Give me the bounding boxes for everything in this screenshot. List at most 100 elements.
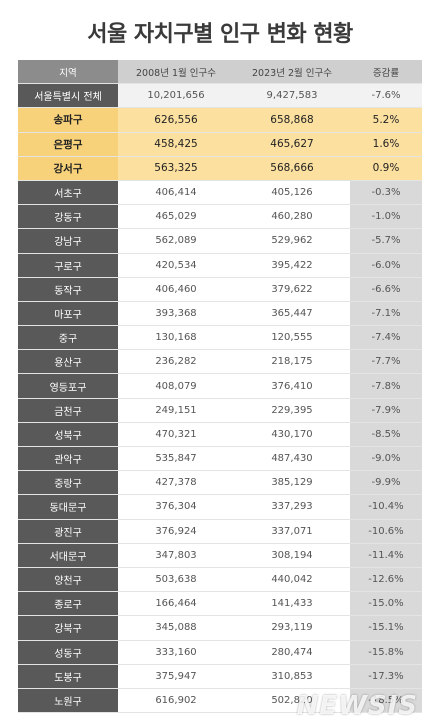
table-row: 성동구 333,160 280,474 -15.8% xyxy=(18,640,422,665)
population-2008-cell: 562,089 xyxy=(118,228,234,254)
population-2023-cell: 310,853 xyxy=(234,664,350,689)
change-rate-cell: -15.8% xyxy=(350,640,422,665)
region-cell: 강동구 xyxy=(18,204,118,230)
region-cell: 광진구 xyxy=(18,519,118,544)
population-2023-cell: 308,194 xyxy=(234,543,350,568)
change-rate-cell: -18.5% xyxy=(350,688,422,714)
table-row: 강동구 465,029 460,280 -1.0% xyxy=(18,204,422,230)
table-row: 강북구 345,088 293,119 -15.1% xyxy=(18,615,422,641)
table-row: 은평구 458,425 465,627 1.6% xyxy=(18,132,422,157)
region-cell: 관악구 xyxy=(18,446,118,472)
population-2023-cell: 568,666 xyxy=(234,156,350,181)
change-rate-cell: -6.0% xyxy=(350,253,422,278)
change-rate-cell: -7.7% xyxy=(350,349,422,375)
population-2023-cell: 405,126 xyxy=(234,180,350,206)
population-2008-cell: 333,160 xyxy=(118,640,234,665)
population-2023-cell: 293,119 xyxy=(234,615,350,641)
table-row: 노원구 616,902 502,820 -18.5% xyxy=(18,688,422,714)
population-2008-cell: 376,304 xyxy=(118,494,234,520)
table-row: 종로구 166,464 141,433 -15.0% xyxy=(18,591,422,617)
table-row: 광진구 376,924 337,071 -10.6% xyxy=(18,519,422,544)
table-row: 마포구 393,368 365,447 -7.1% xyxy=(18,301,422,327)
population-2008-cell: 345,088 xyxy=(118,615,234,641)
population-2008-cell: 166,464 xyxy=(118,591,234,617)
table-row: 동대문구 376,304 337,293 -10.4% xyxy=(18,494,422,520)
table-row: 송파구 626,556 658,868 5.2% xyxy=(18,107,422,133)
table-row: 강남구 562,089 529,962 -5.7% xyxy=(18,228,422,254)
population-table: 지역 2008년 1월 인구수 2023년 2월 인구수 증감률 서울특별시 전… xyxy=(18,60,422,714)
population-2008-cell: 249,151 xyxy=(118,398,234,423)
population-2008-cell: 10,201,656 xyxy=(118,83,234,109)
table-row: 성북구 470,321 430,170 -8.5% xyxy=(18,422,422,448)
table-row: 금천구 249,151 229,395 -7.9% xyxy=(18,398,422,423)
change-rate-cell: 5.2% xyxy=(350,107,422,133)
population-2008-cell: 408,079 xyxy=(118,373,234,399)
change-rate-cell: -15.0% xyxy=(350,591,422,617)
population-2023-cell: 376,410 xyxy=(234,373,350,399)
region-cell: 양천구 xyxy=(18,567,118,593)
region-cell: 성동구 xyxy=(18,640,118,665)
table-row: 중랑구 427,378 385,129 -9.9% xyxy=(18,470,422,496)
region-cell: 강북구 xyxy=(18,615,118,641)
change-rate-cell: -10.4% xyxy=(350,494,422,520)
region-cell: 마포구 xyxy=(18,301,118,327)
table-row: 도봉구 375,947 310,853 -17.3% xyxy=(18,664,422,689)
region-cell: 서대문구 xyxy=(18,543,118,568)
region-cell: 성북구 xyxy=(18,422,118,448)
region-cell: 도봉구 xyxy=(18,664,118,689)
table-row: 영등포구 408,079 376,410 -7.8% xyxy=(18,373,422,399)
page-title: 서울 자치구별 인구 변화 현황 xyxy=(87,22,353,47)
table-row: 서대문구 347,803 308,194 -11.4% xyxy=(18,543,422,568)
table-header-row: 지역 2008년 1월 인구수 2023년 2월 인구수 증감률 xyxy=(18,60,422,85)
change-rate-cell: -1.0% xyxy=(350,204,422,230)
population-2023-cell: 460,280 xyxy=(234,204,350,230)
region-cell: 용산구 xyxy=(18,349,118,375)
change-rate-cell: -17.3% xyxy=(350,664,422,689)
population-2008-cell: 427,378 xyxy=(118,470,234,496)
change-rate-cell: -9.9% xyxy=(350,470,422,496)
population-2008-cell: 375,947 xyxy=(118,664,234,689)
region-cell: 은평구 xyxy=(18,132,118,157)
newsis-watermark-logo: NEWSIS xyxy=(296,691,418,721)
change-rate-cell: -6.6% xyxy=(350,277,422,302)
change-rate-cell: -5.7% xyxy=(350,228,422,254)
population-2023-cell: 502,820 xyxy=(234,688,350,714)
population-2008-cell: 465,029 xyxy=(118,204,234,230)
header-2023: 2023년 2월 인구수 xyxy=(234,60,350,85)
table-row: 양천구 503,638 440,042 -12.6% xyxy=(18,567,422,593)
region-cell: 종로구 xyxy=(18,591,118,617)
change-rate-cell: -7.4% xyxy=(350,325,422,351)
population-2023-cell: 9,427,583 xyxy=(234,83,350,109)
table-row: 동작구 406,460 379,622 -6.6% xyxy=(18,277,422,302)
population-2023-cell: 465,627 xyxy=(234,132,350,157)
change-rate-cell: -7.6% xyxy=(350,83,422,109)
population-2023-cell: 395,422 xyxy=(234,253,350,278)
population-2023-cell: 337,071 xyxy=(234,519,350,544)
population-2023-cell: 379,622 xyxy=(234,277,350,302)
change-rate-cell: -10.6% xyxy=(350,519,422,544)
population-2023-cell: 440,042 xyxy=(234,567,350,593)
change-rate-cell: -7.9% xyxy=(350,398,422,423)
region-cell: 중랑구 xyxy=(18,470,118,496)
change-rate-cell: -7.1% xyxy=(350,301,422,327)
header-rate: 증감률 xyxy=(350,60,422,85)
table-row: 구로구 420,534 395,422 -6.0% xyxy=(18,253,422,278)
change-rate-cell: -8.5% xyxy=(350,422,422,448)
population-2008-cell: 236,282 xyxy=(118,349,234,375)
population-2008-cell: 535,847 xyxy=(118,446,234,472)
population-2008-cell: 376,924 xyxy=(118,519,234,544)
population-2008-cell: 458,425 xyxy=(118,132,234,157)
population-2008-cell: 130,168 xyxy=(118,325,234,351)
table-row: 용산구 236,282 218,175 -7.7% xyxy=(18,349,422,375)
table-row: 관악구 535,847 487,430 -9.0% xyxy=(18,446,422,472)
population-2023-cell: 658,868 xyxy=(234,107,350,133)
population-2008-cell: 503,638 xyxy=(118,567,234,593)
change-rate-cell: 1.6% xyxy=(350,132,422,157)
region-cell: 금천구 xyxy=(18,398,118,423)
header-2008: 2008년 1월 인구수 xyxy=(118,60,234,85)
population-2023-cell: 218,175 xyxy=(234,349,350,375)
change-rate-cell: -0.3% xyxy=(350,180,422,206)
change-rate-cell: -7.8% xyxy=(350,373,422,399)
population-2023-cell: 280,474 xyxy=(234,640,350,665)
region-cell: 강남구 xyxy=(18,228,118,254)
